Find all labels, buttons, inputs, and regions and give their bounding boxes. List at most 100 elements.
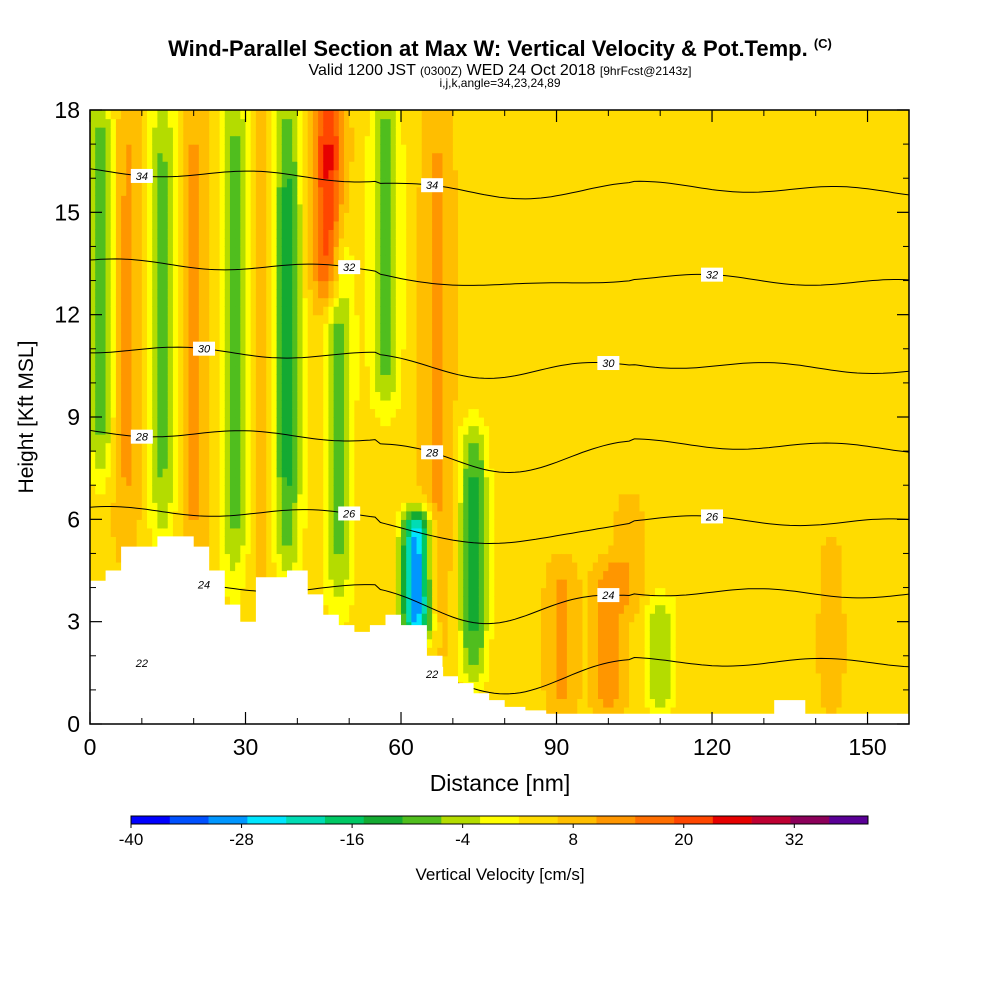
- field-cell: [95, 434, 101, 444]
- field-cell: [178, 493, 184, 503]
- field-cell: [395, 212, 402, 222]
- field-cell: [380, 527, 387, 537]
- field-cell: [442, 229, 449, 239]
- field-cell: [297, 263, 304, 273]
- field-cell: [312, 417, 319, 427]
- field-cell: [121, 280, 127, 290]
- field-cell: [157, 195, 164, 205]
- field-cell: [214, 237, 221, 248]
- field-cell: [359, 553, 366, 563]
- field-cell: [442, 237, 449, 248]
- field-cell: [442, 246, 449, 256]
- field-cell: [333, 374, 340, 384]
- field-cell: [219, 527, 226, 537]
- field-cell: [131, 246, 138, 256]
- field-cell: [261, 374, 267, 384]
- field-cell: [375, 272, 381, 282]
- field-cell: [343, 527, 350, 537]
- field-cell: [126, 510, 133, 520]
- field-cell: [90, 408, 96, 418]
- field-cell: [385, 425, 392, 435]
- field-cell: [214, 544, 221, 555]
- field-cell: [157, 152, 164, 162]
- field-cell: [442, 110, 449, 120]
- field-cell: [437, 417, 444, 427]
- field-cell: [411, 451, 418, 461]
- field-cell: [302, 263, 309, 273]
- field-cell: [126, 144, 133, 154]
- field-cell: [447, 553, 454, 563]
- field-cell: [276, 544, 283, 555]
- field-cell: [198, 186, 205, 196]
- field-cell: [395, 331, 402, 341]
- field-cell: [421, 272, 428, 282]
- field-cell: [110, 425, 117, 435]
- field-cell: [312, 195, 319, 205]
- field-cell: [162, 220, 169, 230]
- field-cell: [395, 476, 402, 486]
- field-cell: [323, 451, 330, 461]
- field-cell: [250, 161, 257, 171]
- field-cell: [421, 289, 428, 299]
- field-cell: [385, 357, 392, 367]
- field-cell: [421, 348, 428, 358]
- field-cell: [121, 510, 127, 520]
- field-cell: [209, 254, 215, 265]
- field-cell: [90, 365, 96, 375]
- field-cell: [385, 178, 392, 188]
- field-cell: [90, 451, 96, 461]
- field-cell: [312, 493, 319, 503]
- field-cell: [426, 459, 433, 469]
- field-cell: [349, 604, 355, 614]
- field-cell: [328, 408, 335, 418]
- field-cell: [235, 110, 241, 120]
- field-cell: [416, 561, 423, 572]
- field-cell: [406, 459, 412, 469]
- field-cell: [286, 561, 293, 572]
- field-cell: [385, 246, 392, 256]
- field-cell: [90, 434, 96, 444]
- field-cell: [385, 544, 392, 555]
- field-cell: [406, 417, 412, 427]
- field-cell: [250, 493, 257, 503]
- field-cell: [359, 434, 366, 444]
- field-cell: [250, 417, 257, 427]
- field-cell: [105, 442, 112, 452]
- field-cell: [255, 510, 262, 520]
- field-cell: [245, 596, 252, 606]
- field-cell: [343, 161, 350, 171]
- field-cell: [240, 493, 247, 503]
- field-cell: [229, 476, 236, 486]
- field-cell: [359, 519, 366, 529]
- field-cell: [302, 331, 309, 341]
- field-cell: [292, 186, 298, 196]
- field-cell: [369, 331, 376, 341]
- field-cell: [193, 459, 200, 469]
- field-cell: [90, 280, 96, 290]
- field-cell: [204, 365, 210, 375]
- field-cell: [235, 263, 241, 273]
- field-cell: [172, 135, 179, 145]
- field-cell: [193, 425, 200, 435]
- field-cell: [401, 237, 407, 248]
- field-cell: [343, 544, 350, 555]
- field-cell: [235, 169, 241, 179]
- field-cell: [266, 536, 273, 546]
- field-cell: [110, 348, 117, 358]
- field-cell: [349, 468, 355, 478]
- field-cell: [426, 408, 433, 418]
- field-cell: [364, 570, 371, 580]
- field-cell: [131, 323, 138, 333]
- field-cell: [401, 357, 407, 367]
- field-cell: [302, 127, 309, 137]
- field-cell: [198, 323, 205, 333]
- field-cell: [421, 417, 428, 427]
- field-cell: [90, 237, 96, 248]
- field-cell: [214, 212, 221, 222]
- field-cell: [219, 297, 226, 307]
- field-cell: [318, 169, 324, 179]
- field-cell: [219, 468, 226, 478]
- field-cell: [359, 382, 366, 393]
- field-cell: [115, 186, 122, 196]
- field-cell: [292, 399, 298, 410]
